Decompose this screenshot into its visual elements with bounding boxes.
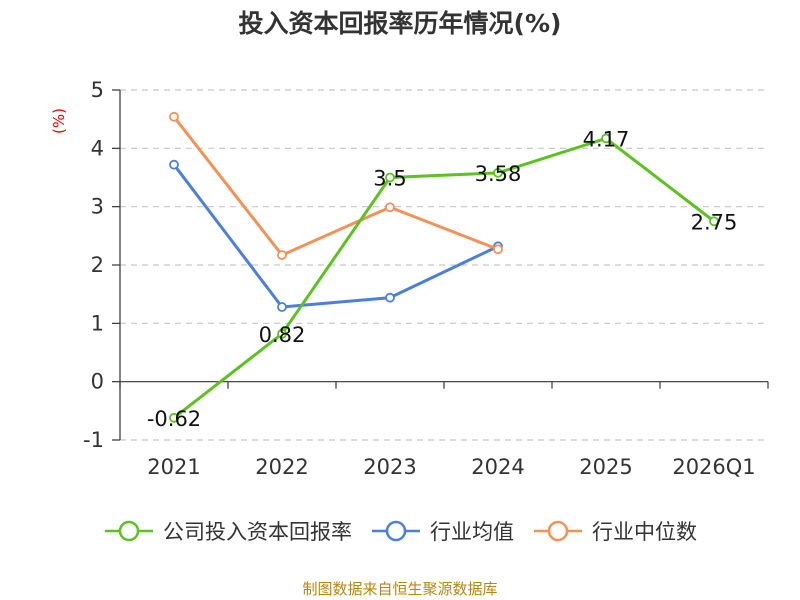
series-line (172, 115, 499, 257)
y-tick-label: 4 (91, 136, 104, 160)
legend-label: 行业均值 (430, 520, 514, 544)
legend-label: 行业中位数 (592, 520, 697, 544)
x-tick-label: 2023 (363, 455, 416, 479)
legend-item[interactable]: 公司投入资本回报率 (103, 516, 352, 546)
y-tick-label: 2 (91, 253, 104, 277)
data-point[interactable] (709, 216, 719, 227)
legend-line-marker-icon (372, 520, 420, 542)
data-point[interactable] (493, 244, 503, 255)
data-point[interactable] (385, 172, 395, 183)
legend-label: 公司投入资本回报率 (163, 520, 352, 544)
data-point[interactable] (493, 167, 503, 178)
data-label: 3.58 (475, 162, 522, 186)
data-label: 2.75 (691, 210, 738, 234)
data-point[interactable] (277, 328, 287, 339)
legend[interactable]: 公司投入资本回报率 行业均值 行业中位数 (0, 516, 800, 546)
source-note: 制图数据来自恒生聚源数据库 (302, 580, 498, 598)
data-point[interactable] (277, 302, 287, 312)
legend-item[interactable]: 行业均值 (370, 516, 514, 546)
y-tick-label: 0 (91, 370, 104, 394)
data-point[interactable] (385, 292, 395, 303)
y-tick-label: 3 (91, 195, 104, 219)
data-point[interactable] (277, 250, 287, 260)
y-tick-label: 1 (91, 311, 104, 335)
data-point[interactable] (601, 133, 611, 144)
data-point[interactable] (169, 111, 179, 122)
data-label: 4.17 (583, 127, 630, 151)
series-line (172, 163, 499, 309)
x-tick-label: 2021 (147, 455, 200, 479)
chart-title: 投入资本回报率历年情况(%) (238, 9, 562, 38)
data-point[interactable] (385, 202, 395, 213)
y-tick-label: 5 (91, 78, 104, 102)
x-tick-label: 2025 (579, 455, 632, 479)
y-tick-label: -1 (83, 428, 104, 452)
x-tick-label: 2024 (471, 455, 524, 479)
data-label: -0.62 (147, 407, 201, 431)
data-label: 3.5 (373, 167, 406, 191)
data-label: 0.82 (259, 323, 306, 347)
legend-line-marker-icon (105, 520, 153, 542)
x-tick-label: 2022 (255, 455, 308, 479)
data-point[interactable] (169, 159, 179, 170)
series-line (173, 136, 715, 420)
legend-item[interactable]: 行业中位数 (532, 516, 697, 546)
x-tick-label: 2026Q1 (672, 455, 755, 479)
legend-line-marker-icon (534, 520, 582, 542)
data-point[interactable] (169, 412, 179, 423)
